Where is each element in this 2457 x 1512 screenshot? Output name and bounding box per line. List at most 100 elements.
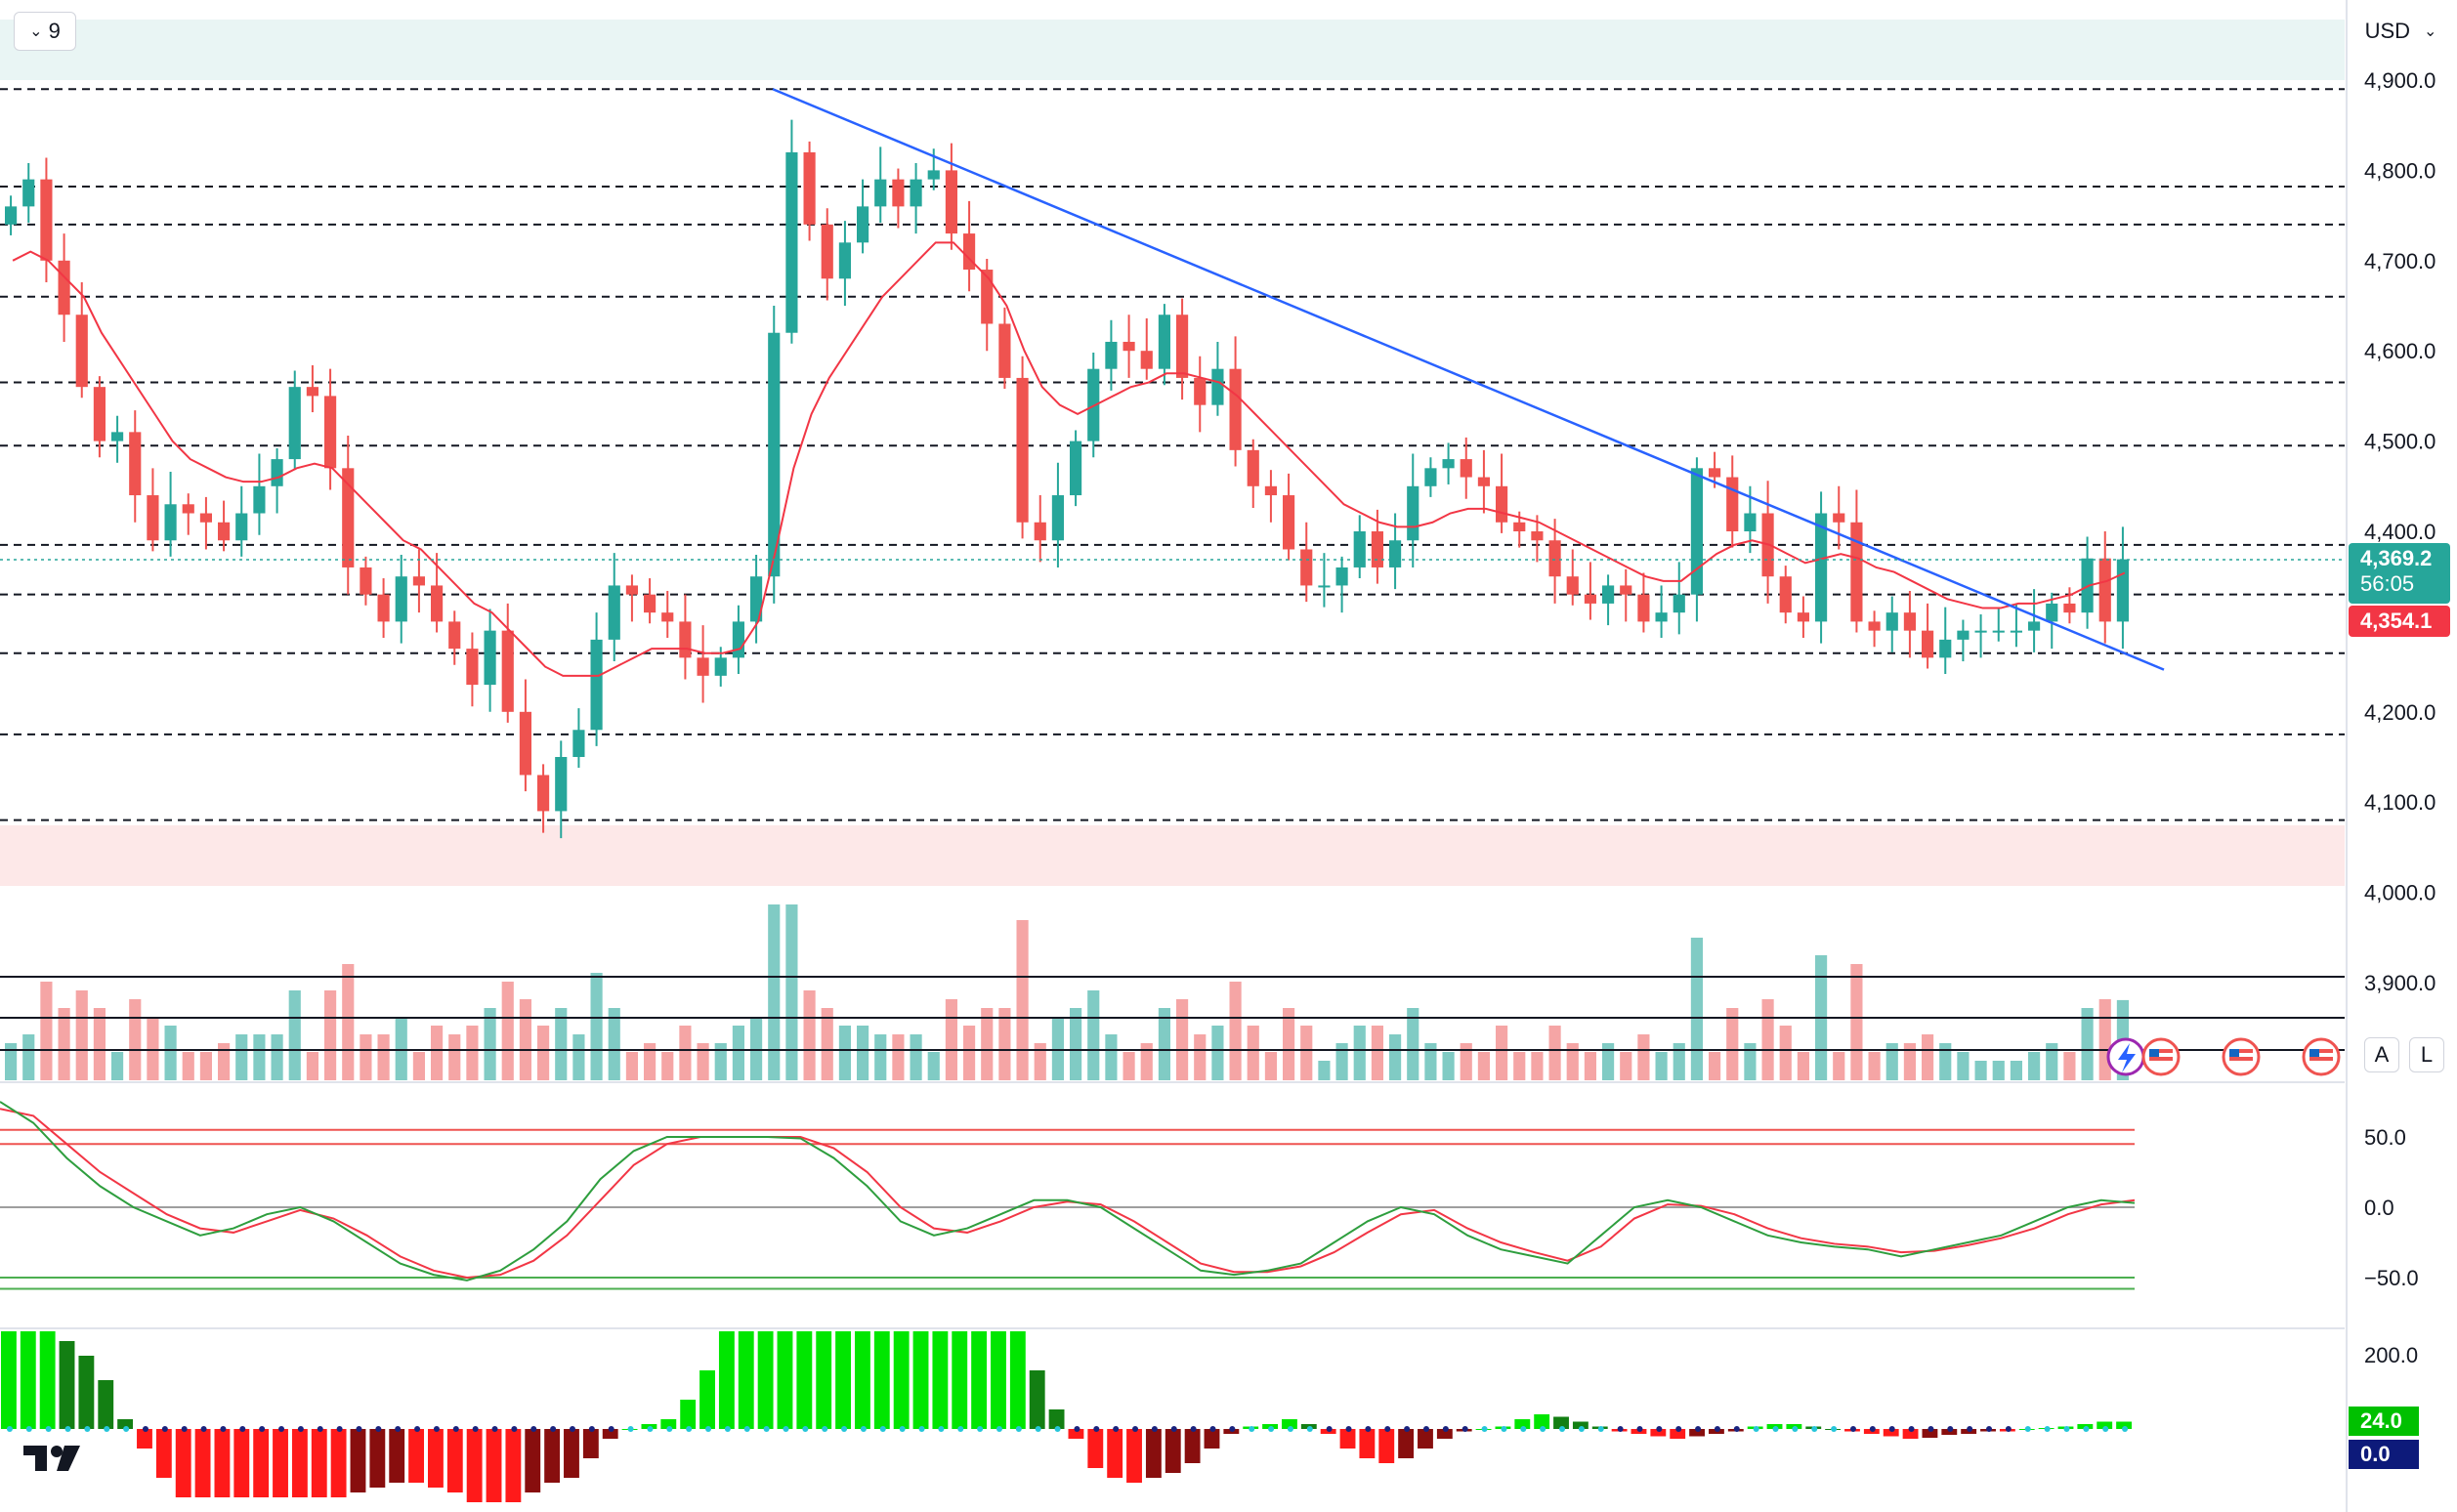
candle-body xyxy=(892,179,905,207)
histogram-bar xyxy=(680,1400,697,1429)
histogram-dot xyxy=(1636,1426,1643,1432)
chevron-down-icon: ⌄ xyxy=(2424,23,2437,40)
us-flag-icon[interactable] xyxy=(2141,1037,2181,1076)
histogram-bar xyxy=(1145,1429,1162,1478)
histogram-bar xyxy=(525,1429,541,1492)
interval-dropdown[interactable]: ⌄ 9 xyxy=(14,12,76,51)
candle-body xyxy=(1620,585,1632,595)
us-flag-icon[interactable] xyxy=(2302,1037,2341,1076)
candle-body xyxy=(1264,485,1277,496)
histogram-bar xyxy=(1650,1429,1667,1437)
histogram-bar xyxy=(194,1429,211,1497)
histogram-dot xyxy=(1733,1426,1740,1432)
histogram-dot xyxy=(977,1426,984,1432)
histogram-dot xyxy=(25,1426,32,1432)
volume-bar xyxy=(1744,1043,1757,1080)
volume-bar xyxy=(129,999,142,1080)
volume-bar xyxy=(306,1052,318,1080)
volume-bar xyxy=(1620,1052,1632,1080)
histogram-dot xyxy=(1326,1426,1333,1432)
histogram-bar xyxy=(155,1429,172,1478)
volume-bar xyxy=(838,1026,851,1080)
volume-bar xyxy=(1123,1052,1135,1080)
histogram-dot xyxy=(1461,1426,1468,1432)
volume-bar xyxy=(1992,1061,2005,1080)
histogram-dot xyxy=(259,1426,266,1432)
candle-body xyxy=(1371,531,1383,567)
stochastic-pane xyxy=(0,1101,2136,1290)
candle-body xyxy=(785,151,798,333)
volume-bar xyxy=(1300,1026,1313,1080)
histogram-bar xyxy=(175,1429,191,1497)
histogram-dot xyxy=(1481,1426,1488,1432)
histogram-bar xyxy=(117,1419,134,1429)
candle-body xyxy=(1389,540,1402,567)
histogram-bar xyxy=(893,1331,910,1429)
candle-body xyxy=(448,621,461,650)
histogram-dot xyxy=(6,1426,13,1432)
histogram-dot xyxy=(239,1426,246,1432)
histogram-bar xyxy=(699,1370,715,1429)
histogram-dot xyxy=(1054,1426,1061,1432)
candle-body xyxy=(1637,594,1650,622)
histogram-bar xyxy=(273,1429,288,1497)
histogram-bar xyxy=(291,1429,308,1497)
currency-dropdown[interactable]: USD ⌄ xyxy=(2350,12,2452,51)
volume-bar xyxy=(1016,920,1029,1080)
histogram-dot xyxy=(666,1426,673,1432)
event-icons[interactable] xyxy=(2106,1037,2341,1076)
volume-bar xyxy=(608,1008,620,1080)
histogram-dot xyxy=(1151,1426,1158,1432)
histogram-dot xyxy=(1888,1426,1895,1432)
volume-bar xyxy=(1797,1052,1809,1080)
volume-bar xyxy=(5,1043,18,1080)
candle-body xyxy=(661,612,674,622)
hist-value-label: 24.0 xyxy=(2349,1407,2419,1436)
volume-bar xyxy=(1158,1008,1170,1080)
histogram-dot xyxy=(2024,1426,2031,1432)
volume-bar xyxy=(697,1043,709,1080)
candle-body xyxy=(58,260,70,315)
histogram-bar xyxy=(1339,1429,1356,1449)
candle-body xyxy=(1602,585,1615,604)
volume-bar xyxy=(1513,1052,1526,1080)
histogram-bar xyxy=(1068,1429,1084,1439)
histogram-bar xyxy=(1534,1414,1550,1429)
candle-body xyxy=(1335,567,1348,586)
volume-bar xyxy=(519,999,531,1080)
log-scale-button[interactable]: L xyxy=(2409,1037,2444,1072)
histogram-dot xyxy=(452,1426,459,1432)
auto-scale-button[interactable]: A xyxy=(2364,1037,2399,1072)
volume-bar xyxy=(679,1026,692,1080)
histogram-dot xyxy=(1209,1426,1216,1432)
candle-body xyxy=(838,242,851,279)
us-flag-icon[interactable] xyxy=(2222,1037,2261,1076)
currency-label: USD xyxy=(2364,19,2411,43)
candle-body xyxy=(2063,603,2076,613)
candle-body xyxy=(199,513,212,523)
histogram-bar xyxy=(1902,1429,1919,1439)
price-tick-label: 4,100.0 xyxy=(2364,790,2436,815)
histogram-bar xyxy=(311,1429,327,1497)
volume-bar xyxy=(750,1017,763,1080)
histogram-dot xyxy=(1792,1426,1799,1432)
volume-bar xyxy=(1424,1043,1437,1080)
histogram-bar xyxy=(446,1429,463,1492)
price-levels xyxy=(0,88,2345,821)
histogram-dot xyxy=(433,1426,440,1432)
histogram-dot xyxy=(2083,1426,2090,1432)
histogram-dot xyxy=(996,1426,1002,1432)
candle-body xyxy=(1531,531,1544,541)
candle-body xyxy=(1974,630,1987,633)
candle-body xyxy=(1513,522,1526,531)
histogram-dot xyxy=(200,1426,207,1432)
candle-body xyxy=(803,151,816,225)
candle-body xyxy=(5,206,18,225)
trendline[interactable] xyxy=(772,88,2165,671)
volume-bar xyxy=(732,1026,744,1080)
volume-bar xyxy=(803,990,816,1080)
price-tick-label: 4,200.0 xyxy=(2364,700,2436,725)
histogram-dot xyxy=(686,1426,693,1432)
candle-body xyxy=(324,396,337,469)
